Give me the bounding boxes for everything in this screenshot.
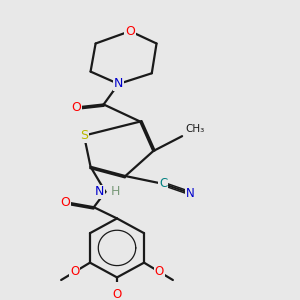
Text: O: O	[60, 196, 70, 209]
Text: N: N	[186, 187, 194, 200]
Text: O: O	[70, 265, 80, 278]
Text: O: O	[112, 288, 122, 300]
Text: CH₃: CH₃	[186, 124, 205, 134]
Text: N: N	[114, 77, 123, 90]
Text: O: O	[71, 101, 81, 114]
Text: S: S	[80, 129, 88, 142]
Text: H: H	[111, 185, 120, 198]
Text: C: C	[159, 177, 167, 190]
Text: N: N	[94, 185, 104, 198]
Text: O: O	[125, 25, 135, 38]
Text: O: O	[154, 265, 164, 278]
